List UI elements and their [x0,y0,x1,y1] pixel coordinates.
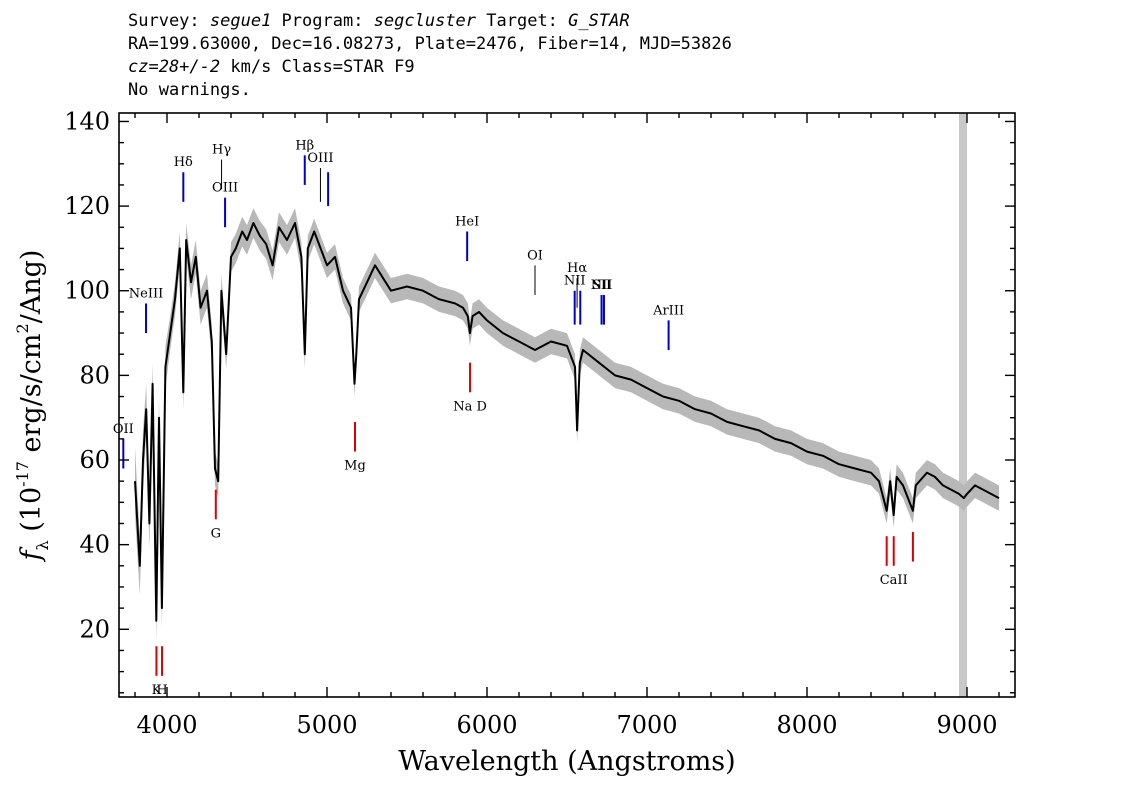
header-line-survey: Survey: segue1 Program: segcluster Targe… [128,10,732,33]
flux-line [134,222,1000,622]
line-marker-label: NII [591,278,613,293]
line-marker-label: Hβ [295,138,314,153]
survey-label: Survey: [128,11,210,31]
plot-frame [118,112,1016,698]
line-marker-label: G [211,526,221,541]
line-marker-label: NeIII [129,286,163,301]
line-marker-label: ArIII [652,303,684,318]
x-tick-label: 8000 [776,711,837,739]
line-marker-label: CaII [880,573,908,588]
class-text: km/s Class=STAR F9 [220,57,415,77]
x-tick-label: 6000 [456,711,517,739]
target-label: Target: [476,11,569,31]
line-marker-label: Hγ [212,143,231,158]
line-marker-label: Mg [344,459,366,474]
survey-value: segue1 [209,11,272,31]
line-marker-label: OIII [212,181,238,196]
spectrum-header: Survey: segue1 Program: segcluster Targe… [128,10,732,102]
header-line-class: cz=28+/-2 km/s Class=STAR F9 [128,56,732,79]
x-tick-label: 5000 [296,711,357,739]
y-axis-label: fλ (10-17 erg/s/cm2/Ang) [13,250,52,563]
line-marker-label: OIII [307,151,333,166]
x-axis-label: Wavelength (Angstroms) [398,746,735,777]
y-tick-label: 140 [64,107,110,135]
program-value: segcluster [373,11,477,31]
masked-region-band [959,113,967,697]
line-marker-label: K [152,683,162,698]
y-tick-label: 100 [64,277,110,305]
x-tick-label: 9000 [936,711,997,739]
y-tick-label: 40 [79,531,110,559]
header-line-coordinates: RA=199.63000, Dec=16.08273, Plate=2476, … [128,34,732,54]
header-line-warnings: No warnings. [128,80,251,100]
line-marker-label: OII [113,422,134,437]
line-marker-label: H [156,683,167,698]
line-marker-label: HeI [455,214,479,229]
y-tick-label: 20 [79,615,110,643]
line-marker-label: NII [564,274,586,289]
y-tick-label: 120 [64,192,110,220]
line-marker-label: Hα [567,261,587,276]
y-tick-label: 80 [79,361,110,389]
line-marker-label: OI [527,248,543,263]
line-marker-label: SII [592,278,611,293]
redshift-value: cz=28+/-2 [128,57,221,77]
target-value: G_STAR [568,11,630,31]
y-tick-label: 60 [79,446,110,474]
x-tick-label: 7000 [616,711,677,739]
line-marker-label: Na D [453,399,487,414]
line-marker-label: Hδ [174,155,193,170]
x-tick-label: 4000 [136,711,197,739]
program-label: Program: [271,11,374,31]
